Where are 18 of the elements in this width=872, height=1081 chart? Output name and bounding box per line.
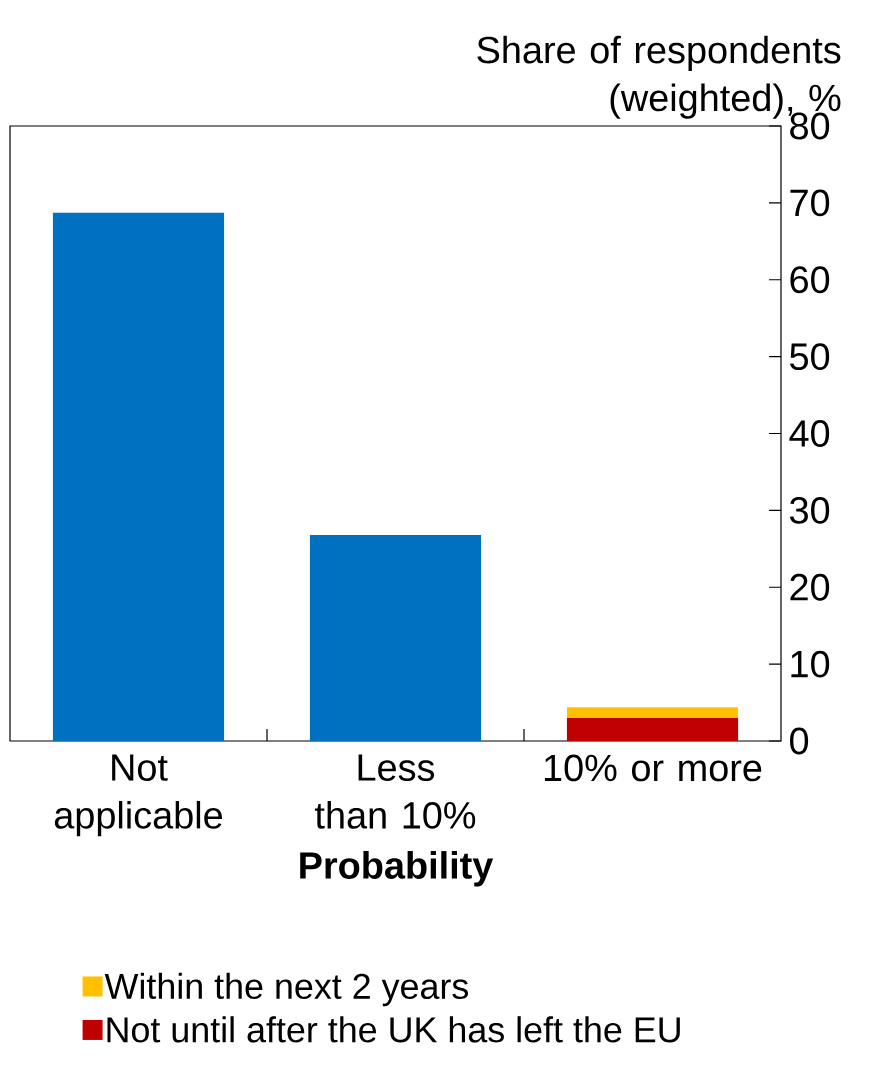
bar [566, 707, 739, 718]
y-tick-label: 10 [791, 650, 830, 678]
y-tick-label: 70 [790, 189, 830, 217]
bar [566, 717, 739, 741]
bar [309, 534, 482, 741]
x-tick-label: Less than 10% [315, 754, 476, 829]
y-tick-label: 20 [790, 573, 830, 601]
legend-label: Within the next 2 years [104, 972, 469, 1007]
x-axis-title: Probability [300, 851, 494, 887]
bar [52, 212, 225, 741]
legend-label: Not until after the UK has left the EU [107, 1016, 680, 1043]
y-tick-label: 50 [790, 343, 830, 371]
y-tick-label: 40 [789, 420, 830, 447]
x-tick-label: Not applicable [54, 754, 223, 837]
x-tick-label: 10% or more [544, 754, 762, 782]
y-tick-label: 0 [790, 727, 809, 755]
y-tick-label: 60 [790, 266, 830, 294]
y-tick-label: 30 [789, 496, 830, 524]
